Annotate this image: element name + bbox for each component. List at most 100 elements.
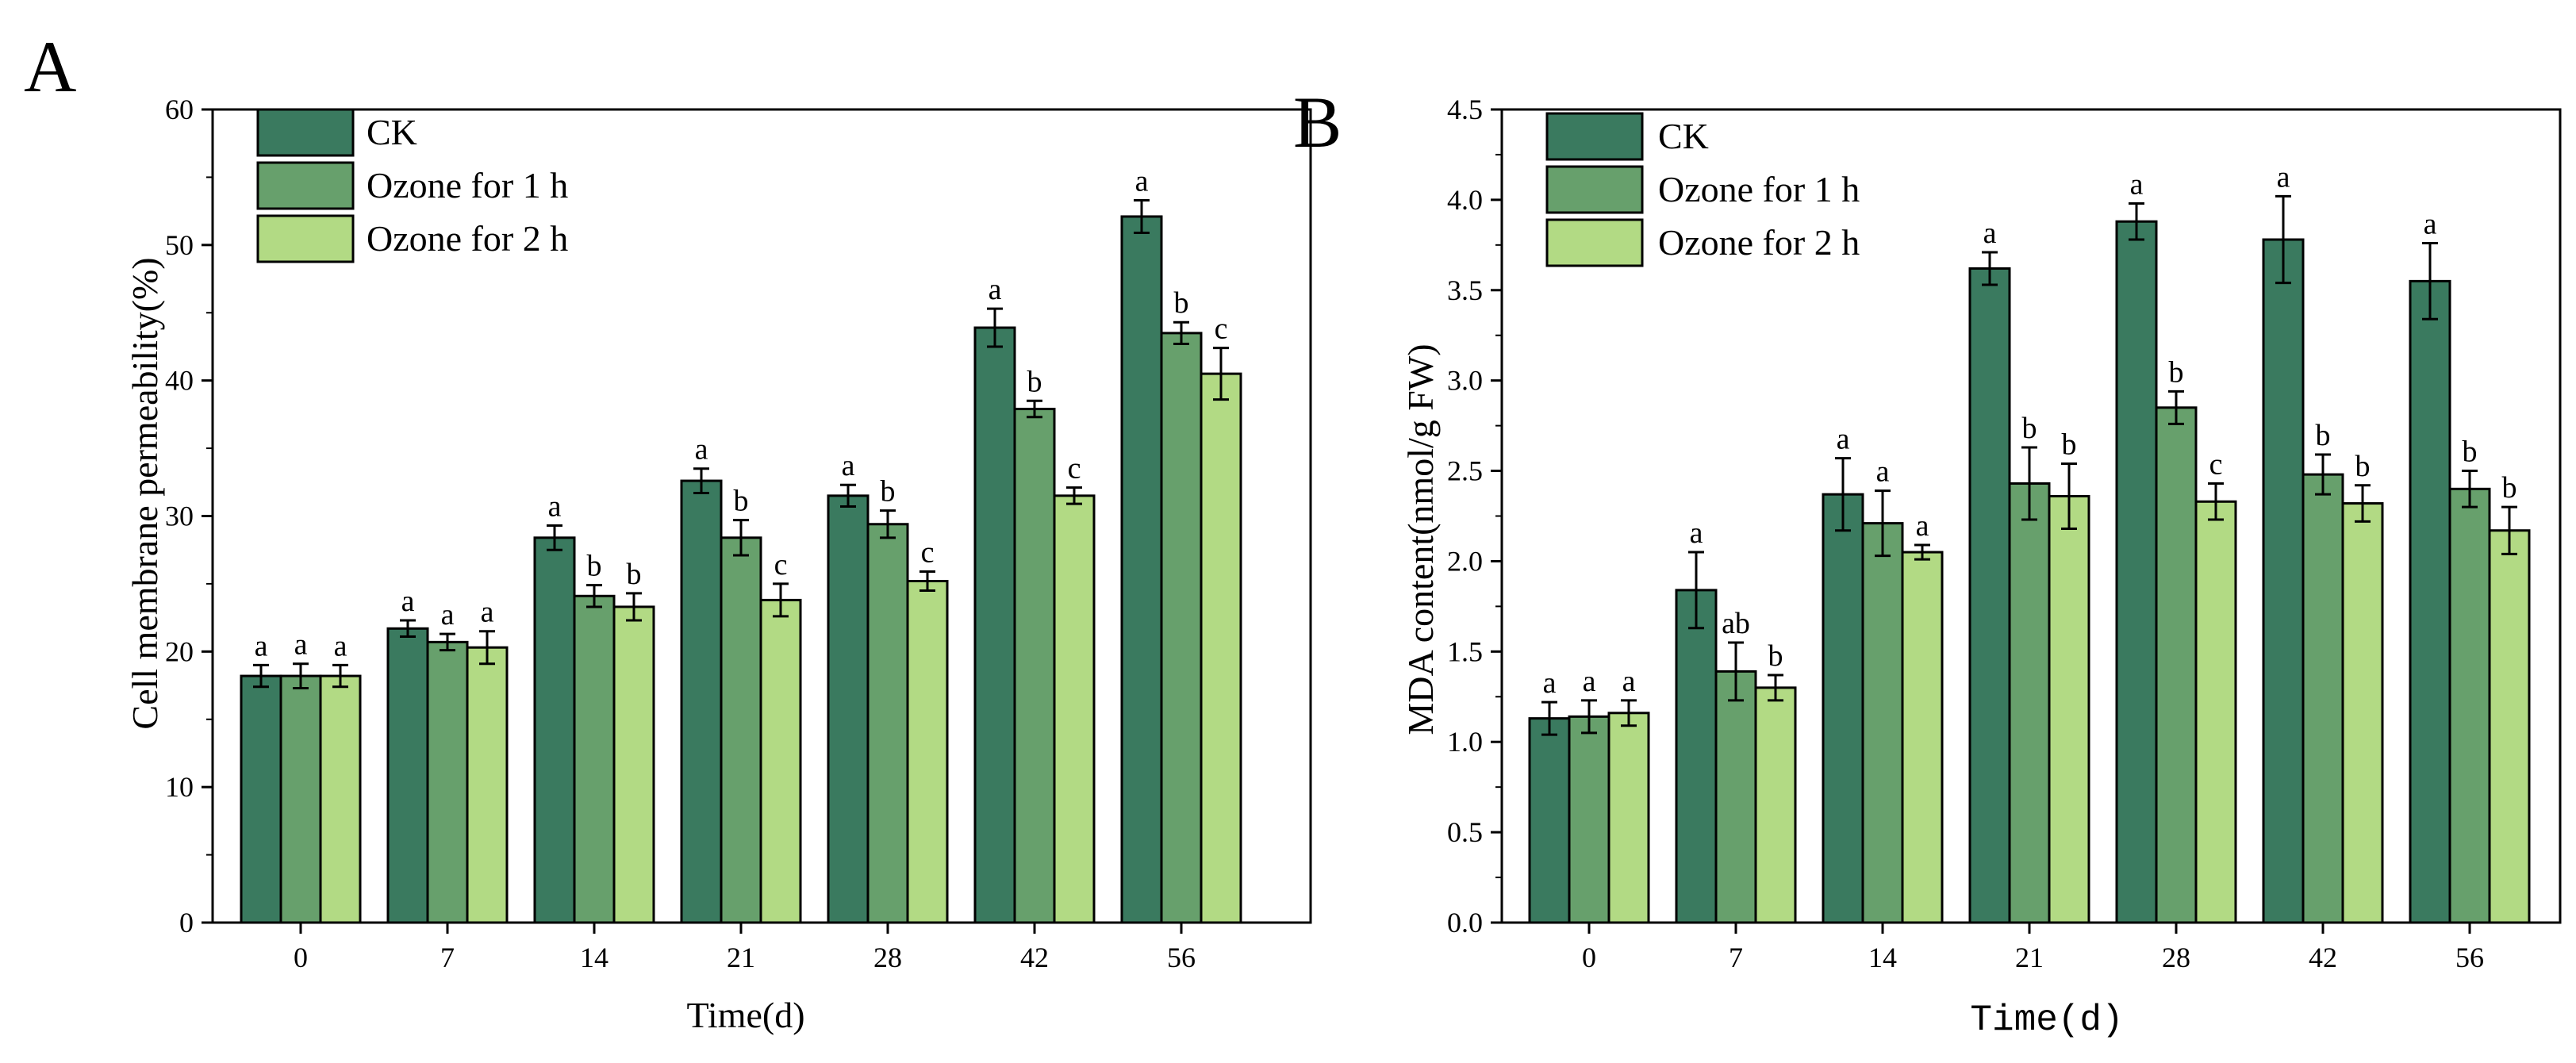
legend-label-ozone-1h: Ozone for 1 h xyxy=(1658,169,1860,209)
panel-b-significance-label: a xyxy=(1837,423,1850,456)
panel-a-y-tick-label: 50 xyxy=(165,229,194,261)
panel-a-bar-ozone-2h xyxy=(1053,494,1096,924)
panel-b-significance-label: b xyxy=(2316,419,2331,452)
panel-b-significance-label: a xyxy=(1983,217,1997,250)
panel-b-letter: B xyxy=(1293,82,1342,163)
legend-label-ozone-2h: Ozone for 2 h xyxy=(367,218,568,259)
legend-swatch-ck xyxy=(1545,112,1644,161)
panel-b-significance-label: b xyxy=(2355,450,2371,483)
panel-a-bar-ck xyxy=(827,494,870,924)
panel-b-significance-label: a xyxy=(1543,666,1557,700)
panel-a-significance-label: c xyxy=(1215,313,1228,346)
panel-b-significance-label: b xyxy=(1768,639,1783,673)
panel-a-y-tick-label: 30 xyxy=(165,501,194,532)
panel-b-significance-label: b xyxy=(2169,355,2184,389)
panel-a-x-tick-label: 42 xyxy=(1020,942,1049,973)
panel-a-bar-ck xyxy=(680,479,723,924)
panel-a-x-tick-label: 0 xyxy=(294,942,308,973)
panel-a-significance-label: a xyxy=(441,598,455,631)
panel-b-significance-label: a xyxy=(1622,665,1636,698)
panel-a-x-tick-label: 7 xyxy=(440,942,455,973)
panel-b-x-tick-label: 0 xyxy=(1582,942,1596,973)
panel-a-significance-label: a xyxy=(334,629,347,662)
legend-swatch-ck xyxy=(256,108,355,157)
panel-a-significance-label: c xyxy=(921,536,935,570)
panel-b-significance-label: b xyxy=(2463,436,2478,469)
panel-a-bar-ozone-1h xyxy=(866,523,909,924)
panel-b-y-tick-label: 1.0 xyxy=(1447,726,1483,758)
panel-a-bar-ck xyxy=(1120,215,1163,924)
panel-a-bar-ozone-2h xyxy=(319,674,362,924)
panel-b-bar-ozone-1h xyxy=(2155,406,2198,924)
panel-b-bar-ozone-2h xyxy=(1754,686,1797,924)
panel-b-y-tick-label: 0.5 xyxy=(1447,816,1483,848)
panel-b-y-axis-title: MDA content(nmol/g FW) xyxy=(1400,343,1441,735)
panel-b-significance-label: a xyxy=(1583,665,1596,698)
panel-a-significance-label: a xyxy=(294,628,308,662)
panel-a-chart: A Cell membrane permeability(%) Time(d) … xyxy=(24,26,1312,1035)
panel-a-bar-ozone-1h xyxy=(720,536,762,924)
panel-b-x-tick-label: 28 xyxy=(2162,942,2190,973)
panel-a-bar-ck xyxy=(533,536,576,924)
panel-b-y-tick-label: 4.0 xyxy=(1447,184,1483,216)
panel-a-significance-label: a xyxy=(255,629,268,662)
panel-a-significance-label: a xyxy=(481,596,494,629)
panel-a-significance-label: a xyxy=(401,585,415,618)
panel-b-bar-ck xyxy=(1822,493,1864,924)
panel-b-significance-label: a xyxy=(2277,160,2290,194)
panel-a-x-tick-label: 21 xyxy=(727,942,755,973)
panel-b-significance-label: b xyxy=(2022,412,2037,445)
panel-b-significance-label: b xyxy=(2062,428,2077,461)
panel-b-y-tick-label: 3.5 xyxy=(1447,274,1483,306)
panel-b-significance-label: b xyxy=(2502,471,2517,505)
panel-b-bar-ozone-2h xyxy=(2048,494,2090,924)
panel-b-bar-ck xyxy=(2409,279,2451,924)
panel-a-bar-ozone-1h xyxy=(1160,332,1203,924)
panel-a-bar-ozone-1h xyxy=(426,640,469,924)
panel-b-y-tick-label: 4.5 xyxy=(1447,94,1483,125)
panel-a-significance-label: b xyxy=(627,558,642,591)
panel-a-x-axis-title: Time(d) xyxy=(686,995,804,1035)
panel-a-significance-label: b xyxy=(881,475,896,508)
panel-b-bar-ozone-2h xyxy=(1901,551,1944,924)
panel-b-bar-ck xyxy=(2262,238,2305,924)
panel-b-bar-ozone-2h xyxy=(2194,500,2237,924)
panel-b-bar-ck xyxy=(1675,589,1718,924)
panel-b-bar-ozone-2h xyxy=(2341,502,2384,924)
panel-b-bar-ozone-2h xyxy=(2488,529,2531,924)
panel-a-significance-label: a xyxy=(989,273,1002,306)
panel-b-significance-label: ab xyxy=(1722,607,1750,640)
panel-a-y-tick-label: 0 xyxy=(179,907,194,938)
legend-label-ozone-1h: Ozone for 1 h xyxy=(367,165,568,205)
panel-b-significance-label: a xyxy=(2424,208,2437,241)
panel-a-significance-label: b xyxy=(734,485,749,518)
panel-b-bar-ozone-1h xyxy=(2302,473,2344,924)
panel-b-y-tick-label: 0.0 xyxy=(1447,907,1483,938)
panel-a-y-tick-label: 60 xyxy=(165,94,194,125)
panel-b-x-tick-label: 14 xyxy=(1868,942,1897,973)
panel-b-plot-area: 0.00.51.01.52.02.53.03.54.04.50a a a7aabb1… xyxy=(1447,94,2562,973)
panel-a-bar-ozone-2h xyxy=(1200,372,1242,924)
panel-b-bar-ozone-1h xyxy=(2008,482,2051,924)
panel-b-bar-ck xyxy=(1528,717,1571,924)
panel-b-significance-label: a xyxy=(1690,516,1703,550)
legend-swatch-ozone-1h xyxy=(1545,165,1644,214)
panel-a-bar-ozone-1h xyxy=(573,594,616,924)
panel-a-significance-label: b xyxy=(1027,365,1042,398)
panel-b-bar-ozone-1h xyxy=(2448,487,2491,924)
legend-label-ck: CK xyxy=(1658,116,1709,156)
panel-b-bar-ozone-1h xyxy=(1861,522,1904,924)
panel-b-bar-ck xyxy=(2115,220,2158,924)
legend-swatch-ozone-1h xyxy=(256,161,355,210)
panel-b-y-tick-label: 2.0 xyxy=(1447,545,1483,577)
panel-b-x-axis-title: Time(d) xyxy=(1970,1000,2123,1041)
panel-b-bar-ozone-1h xyxy=(1714,670,1757,924)
panel-a-x-tick-label: 14 xyxy=(580,942,608,973)
panel-b-y-tick-label: 1.5 xyxy=(1447,635,1483,667)
panel-a-significance-label: c xyxy=(1068,452,1081,485)
panel-a-significance-label: a xyxy=(842,449,855,482)
panel-a-significance-label: a xyxy=(695,433,708,466)
panel-b-significance-label: c xyxy=(2209,448,2223,482)
panel-b-chart: B MDA content(nmol/g FW) Time(d) 0.0 0.5 1… xyxy=(1293,82,2562,1041)
